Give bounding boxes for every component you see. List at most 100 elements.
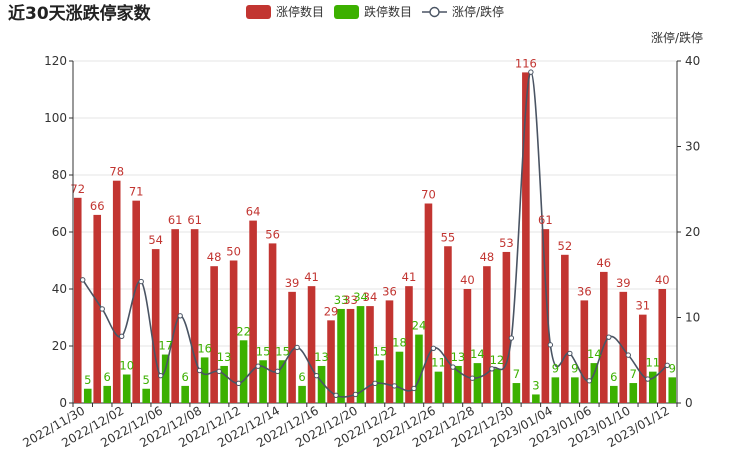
limit-down-value-label: 6 — [181, 370, 188, 384]
limit-up-value-label: 116 — [515, 56, 537, 70]
limit-up-value-label: 61 — [538, 213, 553, 227]
legend-label: 涨停/跌停 — [452, 4, 504, 19]
limit-down-value-label: 6 — [104, 370, 111, 384]
bar-limit-down — [648, 371, 657, 403]
bar-limit-up — [151, 249, 160, 403]
legend[interactable]: 涨停数目 跌停数目 涨停/跌停 — [246, 4, 504, 19]
bar-limit-down — [220, 365, 228, 403]
limit-down-value-label: 34 — [353, 290, 368, 304]
ratio-line-series — [80, 69, 670, 399]
left-axis-tick-label: 20 — [52, 339, 67, 353]
ratio-point — [645, 376, 651, 382]
ratio-point — [606, 334, 612, 340]
legend-item[interactable]: 涨停数目 — [246, 4, 324, 19]
bar-limit-down — [415, 334, 423, 403]
limit-down-value-label: 24 — [412, 319, 427, 333]
limit-up-value-label: 64 — [246, 205, 261, 219]
bar-limit-down — [493, 368, 501, 403]
ratio-point — [352, 391, 359, 398]
legend-item[interactable]: 涨停/跌停 — [422, 4, 504, 19]
limit-up-value-label: 50 — [226, 245, 241, 259]
limit-up-value-label: 70 — [421, 188, 436, 202]
limit-up-value-label: 66 — [90, 199, 105, 213]
bar-limit-down — [142, 388, 150, 403]
bar-limit-up — [112, 180, 121, 403]
bar-limit-down — [434, 371, 443, 403]
ratio-point — [450, 364, 456, 370]
limit-down-value-label: 7 — [513, 367, 520, 381]
ratio-point — [411, 385, 417, 392]
limit-down-value-label: 11 — [431, 356, 446, 370]
limit-up-value-label: 71 — [129, 185, 144, 199]
bar-limit-up — [210, 266, 218, 403]
limit-down-value-label: 7 — [630, 367, 637, 381]
limit-down-value-label: 15 — [275, 344, 290, 358]
bar-limit-up — [424, 203, 433, 403]
limit-up-value-label: 40 — [655, 273, 670, 287]
ratio-point — [235, 380, 242, 387]
ratio-point — [567, 350, 573, 357]
bar-limit-down — [571, 377, 579, 403]
legend-item[interactable]: 跌停数目 — [334, 4, 412, 19]
limit-up-value-label: 29 — [324, 304, 339, 318]
bar-limit-up — [444, 246, 452, 403]
ratio-point — [294, 344, 300, 351]
ratio-point — [216, 368, 222, 375]
ratio-point — [547, 342, 554, 348]
limit-up-value-label: 61 — [168, 213, 183, 227]
bar-limit-up — [346, 308, 355, 403]
bar-limit-up — [385, 300, 394, 403]
legend-label: 跌停数目 — [364, 4, 412, 19]
bar-limit-up — [405, 286, 413, 403]
limit-down-value-label: 9 — [571, 361, 578, 375]
bar-limit-up — [307, 286, 316, 403]
limit-down-value-label: 15 — [256, 344, 271, 358]
ratio-point — [586, 378, 593, 384]
limit-down-value-label: 13 — [314, 350, 329, 364]
right-axis-tick-label: 0 — [685, 396, 693, 410]
bar-limit-down — [532, 394, 540, 403]
bar-limit-up — [132, 200, 140, 403]
limit-down-value-label: 22 — [236, 324, 251, 338]
limit-up-value-label: 39 — [616, 276, 631, 290]
ratio-point — [138, 278, 144, 285]
limit-up-value-label: 39 — [285, 276, 300, 290]
ratio-point — [177, 313, 183, 319]
bar-limit-down — [473, 363, 482, 403]
bar-limit-down — [161, 354, 170, 403]
bar-limit-down — [590, 363, 599, 403]
limit-up-value-label: 36 — [577, 284, 592, 298]
bar-limit-down — [278, 360, 287, 403]
limit-up-value-label: 33 — [343, 293, 358, 307]
bar-limit-down — [376, 360, 384, 403]
bar-limit-down — [668, 377, 677, 403]
limit-down-value-label: 11 — [645, 356, 660, 370]
bar-limit-down — [103, 385, 112, 403]
bar-limit-up — [561, 254, 569, 403]
limit-down-value-label: 17 — [158, 339, 173, 353]
left-axis-tick-label: 80 — [52, 168, 67, 182]
limit-down-value-label: 5 — [84, 373, 91, 387]
left-axis-tick-label: 60 — [52, 225, 67, 239]
ratio-point — [313, 372, 320, 379]
bar-limit-up — [249, 220, 257, 403]
bar-limit-down — [610, 385, 618, 403]
bar-limit-down — [83, 388, 92, 403]
limit-up-value-label: 41 — [402, 270, 417, 284]
legend-swatch-point — [429, 6, 440, 18]
bar-limit-up — [190, 229, 199, 403]
limit-up-value-label: 54 — [148, 233, 163, 247]
left-axis-tick-label: 0 — [59, 396, 67, 410]
limit-up-value-label: 72 — [70, 182, 85, 196]
limit-down-value-label: 13 — [451, 350, 466, 364]
bar-limit-up — [463, 289, 472, 403]
bar-limit-up — [268, 243, 277, 403]
left-axis-tick-label: 120 — [44, 54, 67, 68]
ratio-point — [391, 383, 398, 389]
limit-up-value-label: 36 — [382, 284, 397, 298]
ratio-point — [99, 306, 105, 312]
limit-down-value-label: 6 — [298, 370, 305, 384]
right-axis-title: 涨停/跌停 — [651, 30, 703, 45]
limit-up-value-label: 78 — [109, 165, 124, 179]
